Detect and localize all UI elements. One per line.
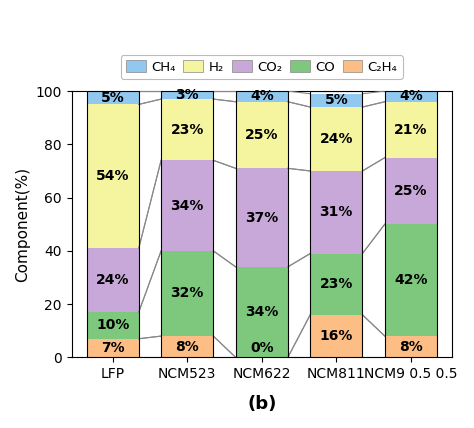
Y-axis label: Component(%): Component(%) xyxy=(15,166,30,282)
Bar xyxy=(236,102,288,168)
Legend: CH₄, H₂, CO₂, CO, C₂H₄: CH₄, H₂, CO₂, CO, C₂H₄ xyxy=(121,55,403,79)
Bar xyxy=(310,171,363,253)
Text: 23%: 23% xyxy=(319,277,353,291)
Bar xyxy=(310,253,363,315)
Text: 8%: 8% xyxy=(399,340,423,354)
Text: 8%: 8% xyxy=(175,340,199,354)
Bar xyxy=(385,102,437,158)
Bar xyxy=(310,315,363,357)
Text: 3%: 3% xyxy=(175,88,199,102)
Text: 5%: 5% xyxy=(324,93,348,107)
Bar xyxy=(161,251,213,336)
Text: 24%: 24% xyxy=(96,273,129,287)
Bar xyxy=(161,336,213,357)
Bar xyxy=(161,160,213,251)
Bar xyxy=(161,91,213,99)
Text: 24%: 24% xyxy=(319,132,353,146)
Bar xyxy=(87,312,139,339)
Bar xyxy=(236,267,288,357)
Bar xyxy=(161,99,213,160)
Bar xyxy=(385,91,437,357)
Bar xyxy=(87,91,139,357)
Text: 0%: 0% xyxy=(250,341,273,355)
Bar xyxy=(87,91,139,104)
Text: 4%: 4% xyxy=(250,89,273,104)
Text: 25%: 25% xyxy=(245,128,279,142)
Text: 7%: 7% xyxy=(101,341,125,355)
Bar xyxy=(310,94,363,107)
Text: 5%: 5% xyxy=(101,91,125,105)
Text: 37%: 37% xyxy=(245,211,278,225)
Text: 25%: 25% xyxy=(394,184,428,198)
Bar xyxy=(385,224,437,336)
Bar xyxy=(236,168,288,267)
Bar xyxy=(385,336,437,357)
Bar xyxy=(161,91,213,357)
Bar xyxy=(385,158,437,224)
Bar xyxy=(310,91,363,357)
X-axis label: (b): (b) xyxy=(247,395,276,413)
Text: 31%: 31% xyxy=(319,205,353,219)
Text: 34%: 34% xyxy=(171,199,204,213)
Bar xyxy=(87,104,139,248)
Text: 23%: 23% xyxy=(171,123,204,137)
Bar xyxy=(385,91,437,102)
Bar xyxy=(236,91,288,357)
Text: 32%: 32% xyxy=(171,286,204,300)
Bar xyxy=(87,339,139,357)
Text: 21%: 21% xyxy=(394,123,428,137)
Text: 10%: 10% xyxy=(96,318,129,333)
Text: 4%: 4% xyxy=(399,89,423,104)
Bar xyxy=(310,107,363,171)
Text: 16%: 16% xyxy=(319,329,353,343)
Text: 34%: 34% xyxy=(245,305,278,319)
Text: 54%: 54% xyxy=(96,169,129,183)
Bar xyxy=(236,91,288,102)
Bar xyxy=(87,248,139,312)
Text: 42%: 42% xyxy=(394,273,428,287)
